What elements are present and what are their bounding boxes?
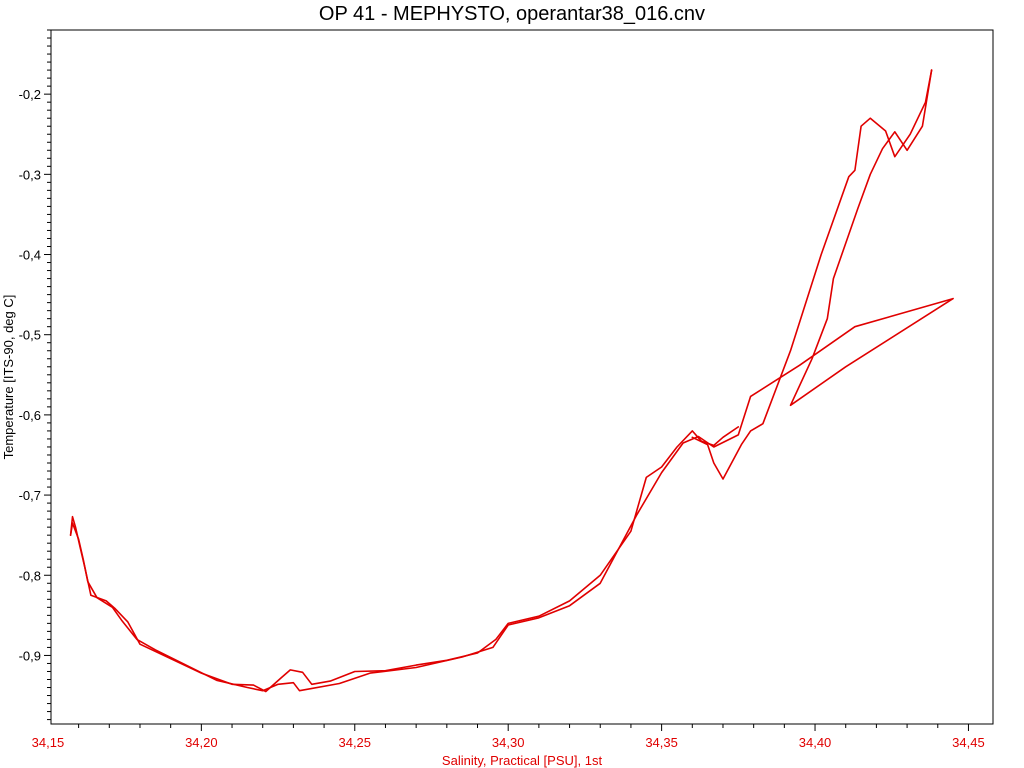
x-axis-label: Salinity, Practical [PSU], 1st [442,753,603,768]
y-tick-label: -0,9 [19,648,41,663]
y-tick-label: -0,5 [19,328,41,343]
x-axis: 34,15 34,20 34,25 34,30 34,35 34,40 34,45 [32,724,985,750]
x-tick-label: 34,15 [32,735,65,750]
x-tick-label: 34,30 [492,735,525,750]
y-tick-label: -0,6 [19,408,41,423]
series-line-1 [69,426,740,693]
series-line-3 [691,69,933,480]
x-tick-label: 34,45 [952,735,985,750]
x-tick-label: 34,40 [799,735,832,750]
y-tick-label: -0,4 [19,248,41,263]
chart-title: OP 41 - MEPHYSTO, operantar38_016.cnv [318,3,706,25]
plot-frame [50,29,994,725]
data-series-group [69,69,954,693]
x-tick-label: 34,35 [645,735,678,750]
y-tick-label: -0,8 [19,568,41,583]
y-tick-label: -0,7 [19,488,41,503]
series-line-2 [69,69,954,692]
x-tick-label: 34,25 [338,735,371,750]
y-axis-label: Temperature [ITS-90, deg C] [1,295,16,460]
x-tick-label: 34,20 [185,735,218,750]
y-tick-label: -0,3 [19,167,41,182]
y-axis: -0,2 -0,3 -0,4 -0,5 -0,6 -0,7 -0,8 -0,9 [19,29,51,721]
y-tick-label: -0,2 [19,87,41,102]
